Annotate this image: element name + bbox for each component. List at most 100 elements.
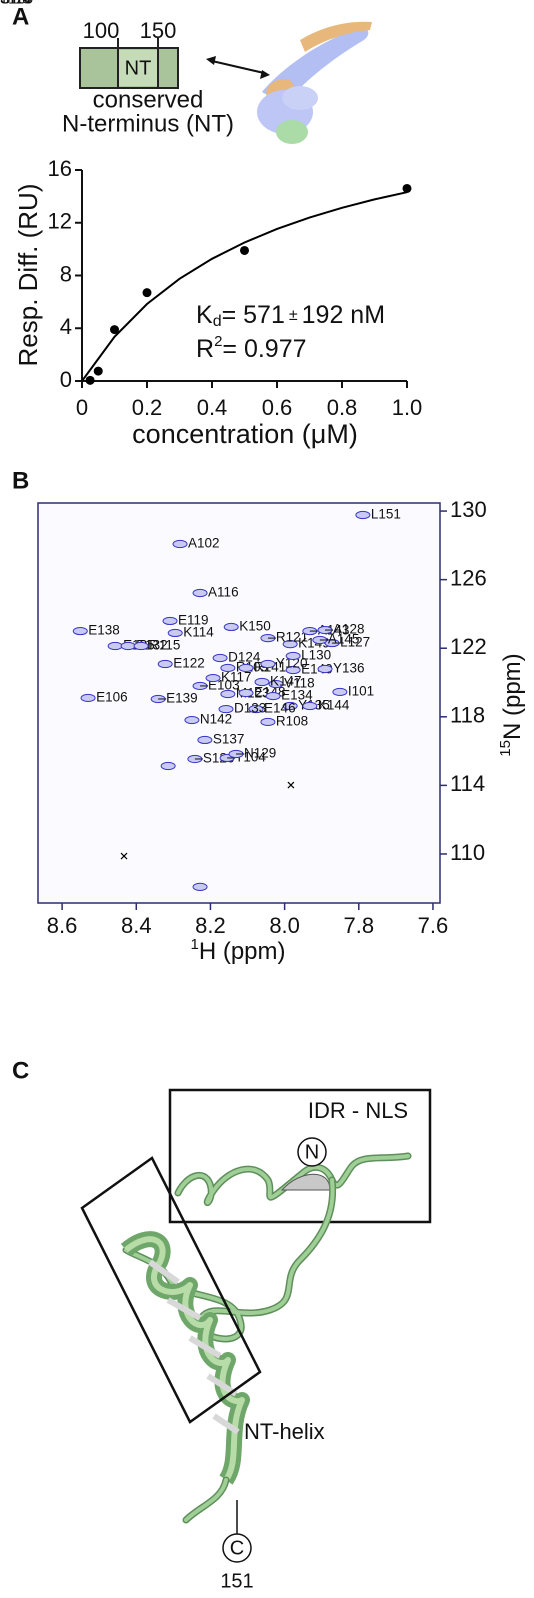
peak-label: V118 [284, 676, 315, 691]
peak [220, 689, 236, 699]
peak-label: A102 [188, 536, 220, 551]
peak [107, 641, 123, 651]
y-tick-label: 16 [48, 156, 72, 181]
terminus-circle [297, 1137, 327, 1167]
peak [192, 588, 208, 598]
peak [265, 691, 281, 701]
peak-label: Y136 [333, 661, 365, 676]
x-axis-label: concentration (μM) [132, 419, 358, 449]
y-tick-label: 110 [450, 840, 485, 865]
peak [218, 704, 234, 714]
panel-letter: C [12, 1057, 29, 1084]
peak-label: D124 [228, 650, 261, 665]
peak [238, 663, 254, 673]
fit-curve [81, 191, 408, 382]
helix-box [80, 1156, 262, 1424]
protein-cartoon [257, 21, 372, 144]
peak-label: G107 [0, 0, 33, 7]
data-point [240, 245, 249, 255]
x-axis-label: 1H (ppm) [190, 936, 285, 965]
peak-label: E146 [264, 701, 296, 716]
peak-label: K117 [221, 670, 252, 685]
data-point [110, 325, 119, 335]
peak [355, 510, 371, 520]
peak [197, 735, 213, 745]
caption: N-terminus (NT) [62, 110, 234, 137]
terminus-label: C [230, 1537, 244, 1559]
peak [72, 626, 88, 636]
domain-inner [118, 50, 158, 86]
peak-label: K144 [318, 698, 350, 713]
data-point [85, 375, 95, 385]
peak [248, 704, 264, 714]
peak-label: A116 [208, 585, 239, 600]
terminus-label: N [305, 1141, 319, 1163]
region-label: NT-helix [244, 1419, 325, 1444]
residue-number: 100 [83, 18, 120, 43]
peak-label: I101 [348, 684, 374, 699]
peak-label: Y120 [276, 656, 308, 671]
peak-label: D133 [234, 701, 266, 716]
peak-label: R108 [276, 714, 308, 729]
x-tick-label: 0.8 [327, 395, 358, 420]
peak [80, 693, 96, 703]
data-point [93, 366, 103, 376]
peak [282, 640, 298, 649]
x-tick-label: 8.6 [47, 913, 78, 938]
peak-label: L127 [340, 635, 370, 650]
x-tick-label: 0.6 [262, 395, 293, 420]
y-tick-label: 8 [60, 261, 72, 286]
peak-label: S137 [213, 732, 245, 747]
peak [260, 717, 276, 727]
peak [238, 688, 254, 698]
y-tick-label: 122 [450, 634, 487, 659]
region-label: IDR - NLS [308, 1098, 408, 1123]
peak [133, 641, 149, 651]
y-tick-label: 4 [60, 314, 72, 339]
residue-number: 151 [220, 1570, 253, 1592]
peak [260, 659, 276, 669]
plot-frame [37, 502, 441, 904]
peak-label: S126 [0, 0, 32, 7]
peak-label: K150 [239, 619, 271, 634]
peak [285, 665, 301, 675]
x-tick-label: 8.2 [195, 913, 226, 938]
y-tick-label: 114 [450, 771, 485, 796]
peak [157, 659, 173, 669]
caption: conserved [93, 86, 204, 113]
peak-label: E139 [166, 691, 198, 706]
peak [254, 677, 270, 687]
y-tick-label: 118 [450, 703, 485, 728]
terminus-circle [222, 1533, 252, 1563]
peak [212, 653, 228, 663]
peak [282, 701, 298, 711]
unassigned-peak [120, 852, 128, 860]
peak-label: R121 [276, 630, 308, 645]
peak [220, 663, 236, 673]
peak-label: A128 [333, 622, 365, 637]
x-tick-label: 0.2 [132, 395, 163, 420]
double-arrow [206, 56, 270, 79]
peak-label: K114 [183, 625, 214, 640]
peak-label: E138 [88, 623, 120, 638]
peak-label: N129 [244, 746, 276, 761]
peak [268, 679, 284, 689]
data-point [402, 183, 412, 193]
ribbon [120, 1152, 412, 1524]
domain-label: NT [125, 57, 152, 79]
unassigned-peak [287, 781, 295, 789]
peak-label: K147 [270, 674, 302, 689]
peak [302, 701, 318, 711]
x-tick-label: 7.6 [418, 913, 449, 938]
y-axis-label: 15N (ppm) [497, 653, 526, 756]
annotation: Kd= 571 ±192 nM [196, 301, 385, 331]
peak [172, 539, 188, 549]
peak-label: E122 [173, 656, 205, 671]
peak-label: G100 [0, 0, 33, 7]
peak-label: L130 [301, 647, 331, 662]
peak-label: R115 [149, 638, 180, 653]
panel-letter: B [12, 467, 29, 494]
peak-label: A145 [328, 632, 360, 647]
peak-label: L151 [371, 507, 401, 522]
